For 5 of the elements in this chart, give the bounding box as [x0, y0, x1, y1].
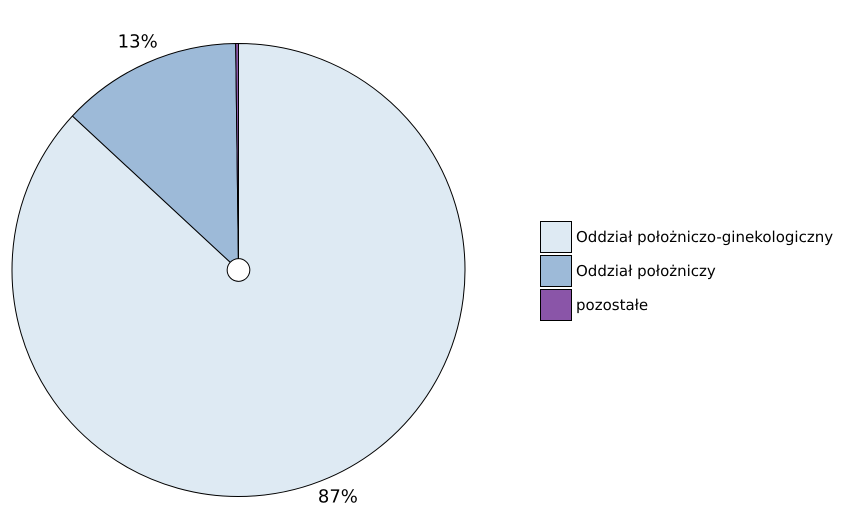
- legend-label: Oddział położniczy: [576, 262, 716, 280]
- legend-label: pozostałe: [576, 296, 648, 314]
- data-label: 87%: [318, 486, 358, 508]
- legend-label: Oddział położniczo-ginekologiczny: [576, 228, 834, 246]
- data-label: 13%: [118, 32, 158, 53]
